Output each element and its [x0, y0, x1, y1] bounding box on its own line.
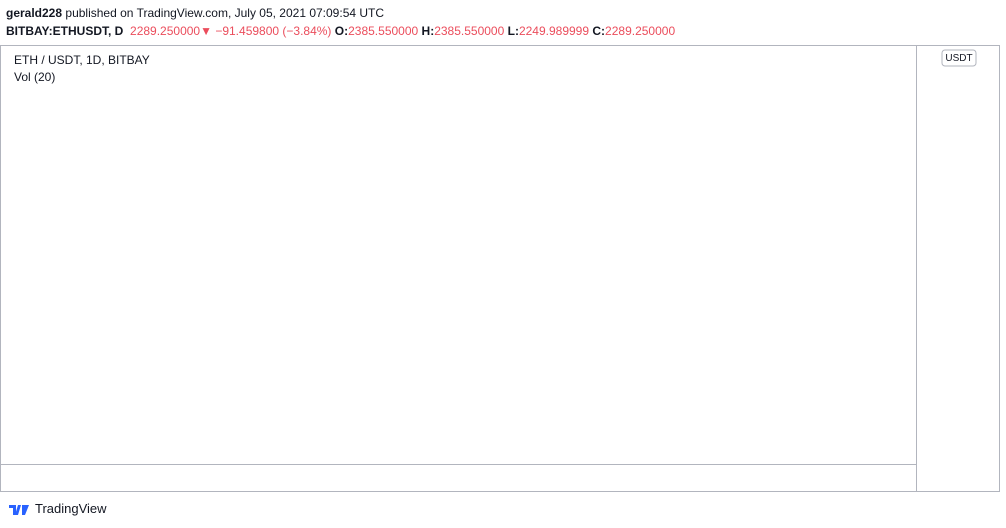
symbol: BITBAY:ETHUSDT, D	[6, 24, 124, 38]
brand: TradingView	[35, 501, 107, 516]
ohlc-value: 2385.550000	[434, 24, 505, 38]
footer: TradingView	[8, 501, 107, 516]
arrow: ▼	[200, 24, 212, 38]
logo	[9, 504, 29, 515]
publisher: gerald228	[6, 6, 63, 20]
ohlc-label: O:	[334, 24, 349, 38]
volume-label: Vol (20)	[14, 70, 55, 84]
published: published on TradingView.com, July 05, 2…	[65, 6, 385, 20]
ohlc-label: L:	[507, 24, 519, 38]
header: gerald228 published on TradingView.com, …	[6, 4, 675, 40]
chart-title: ETH / USDT, 1D, BITBAY	[14, 53, 150, 67]
symbol-line: BITBAY:ETHUSDT, D 2289.250000▼ −91.45980…	[6, 22, 675, 40]
ohlc-label: H:	[421, 24, 435, 38]
ohlc-label: C:	[592, 24, 606, 38]
ohlc-value: 2249.989999	[518, 24, 590, 38]
last: 2289.250000	[130, 24, 201, 38]
unit-box	[941, 49, 977, 67]
publish-line: gerald228 published on TradingView.com, …	[6, 4, 675, 22]
ohlc-value: 2385.550000	[348, 24, 419, 38]
change: −91.459800 (−3.84%)	[215, 24, 332, 38]
frame	[0, 45, 1000, 492]
unit-label: USDT	[945, 53, 972, 64]
ohlc-value: 2289.250000	[605, 24, 676, 38]
